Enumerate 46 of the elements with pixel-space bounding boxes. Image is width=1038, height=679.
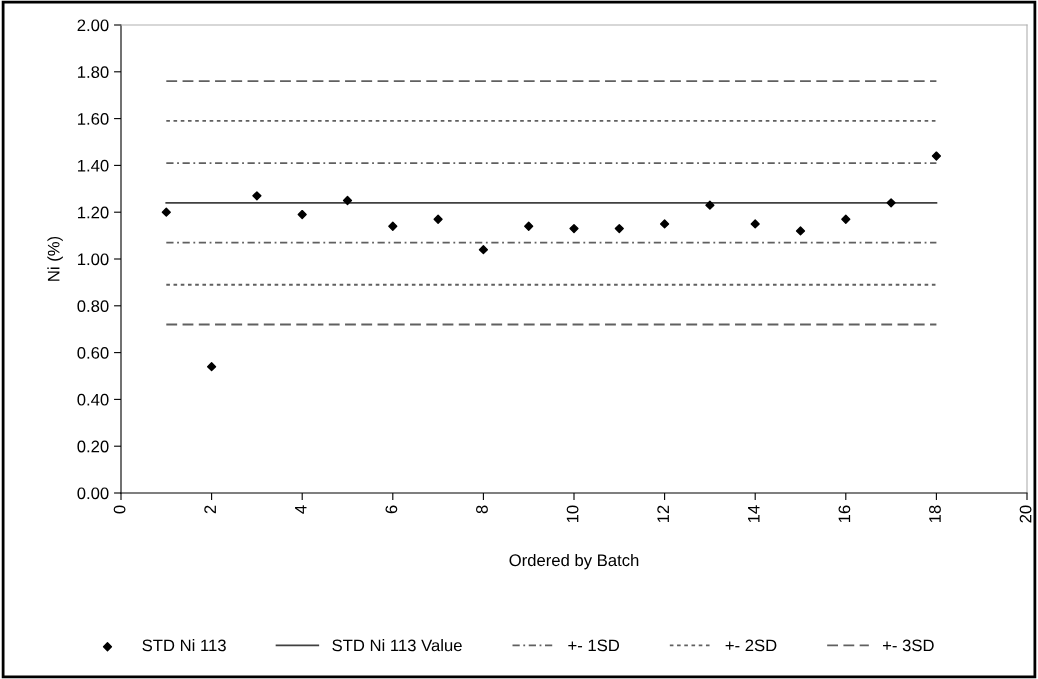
y-tick-label: 0.00	[77, 487, 109, 500]
y-tick-label: 2.00	[77, 19, 109, 32]
x-tick-label: 6	[385, 505, 398, 514]
y-tick-label: 1.60	[78, 113, 109, 125]
point	[388, 221, 398, 231]
y-tick-label: 1.80	[78, 66, 109, 78]
point	[569, 223, 579, 234]
legend-label: +- 2SD	[725, 639, 777, 652]
point	[433, 214, 443, 224]
x-axis-title: Ordered by Batch	[509, 553, 639, 570]
point	[161, 207, 171, 217]
point	[252, 191, 262, 201]
point	[795, 226, 806, 236]
y-tick-label: 0.40	[77, 393, 109, 406]
x-tick-label: 20	[1019, 505, 1032, 523]
x-tick-label: 14	[748, 505, 760, 523]
legend-label: STD Ni 113 Value	[332, 639, 462, 652]
y-tick-label: 1.40	[78, 159, 109, 172]
point	[614, 223, 624, 234]
x-tick-label: 16	[838, 505, 851, 523]
x-tick-label: 4	[295, 505, 307, 514]
point	[886, 198, 896, 208]
point	[478, 245, 489, 255]
x-tick-label: 8	[476, 505, 488, 514]
legend-label: +- 3SD	[882, 639, 934, 652]
legend-label: STD Ni 113	[142, 639, 226, 652]
y-tick-label: 1.20	[78, 206, 109, 219]
point	[206, 362, 217, 372]
point	[750, 219, 760, 229]
point	[524, 221, 534, 231]
point	[705, 200, 715, 210]
y-tick-label: 0.20	[77, 440, 109, 453]
x-tick-label: 0	[113, 505, 126, 514]
y-tick-label: 0.80	[77, 300, 109, 312]
x-tick-label: 10	[566, 505, 579, 523]
x-tick-label: 2	[204, 505, 216, 514]
legend-label: +- 1SD	[568, 639, 620, 652]
y-tick-label: 0.60	[77, 347, 109, 359]
x-tick-label: 18	[929, 505, 941, 523]
y-axis-title: Ni (%)	[47, 236, 63, 281]
point	[659, 219, 670, 229]
x-tick-label: 12	[657, 505, 669, 523]
point	[931, 151, 942, 161]
point	[297, 209, 307, 220]
point	[841, 214, 851, 224]
y-tick-label: 1.00	[78, 253, 109, 266]
